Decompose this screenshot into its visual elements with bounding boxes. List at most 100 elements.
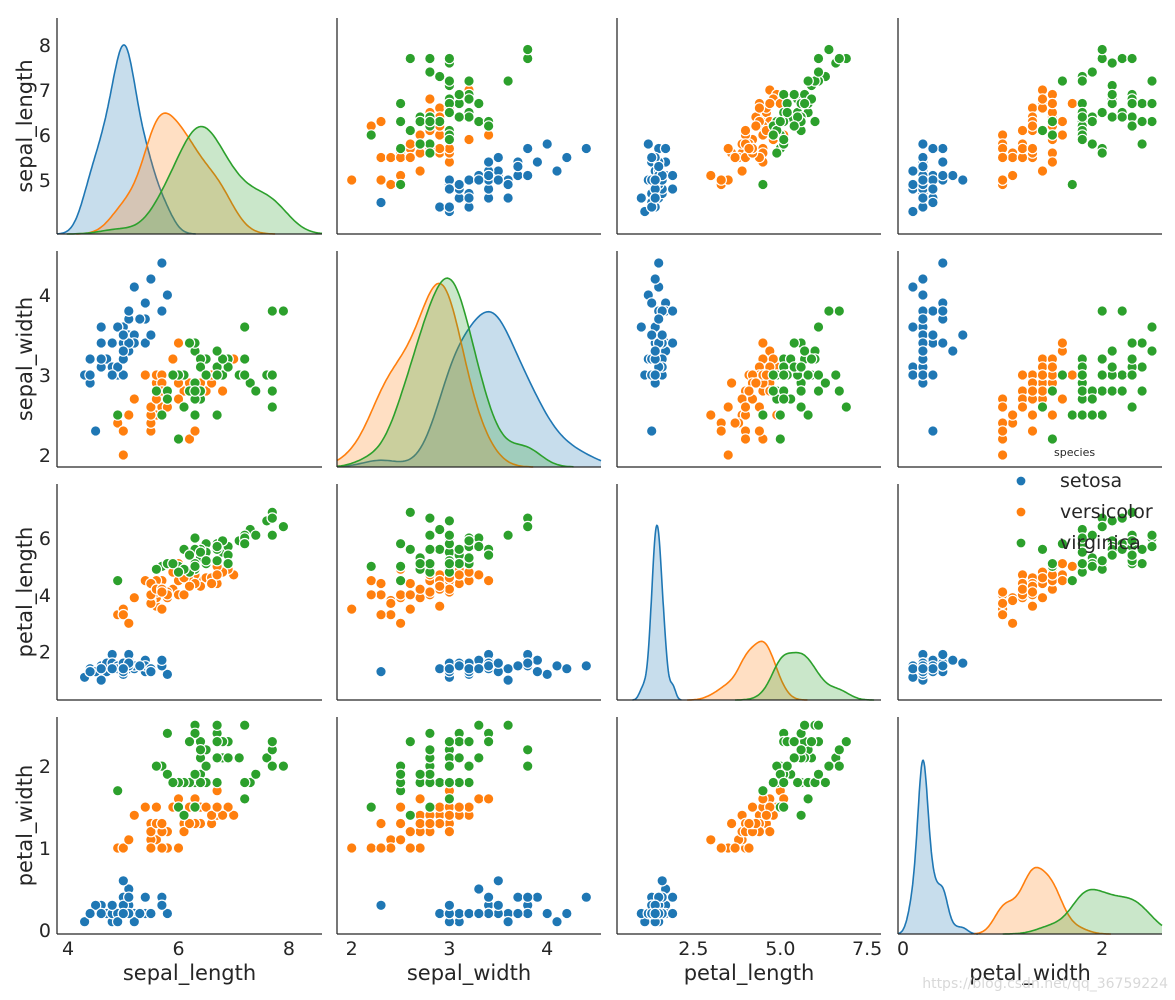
- kde-line-setosa: [57, 44, 196, 235]
- point-versicolor: [1036, 571, 1049, 584]
- point-virginica: [414, 138, 426, 150]
- panel-sepal_width-vs-petal_length: [616, 251, 881, 468]
- point-setosa: [433, 201, 446, 213]
- y-tick-label: 2: [39, 642, 51, 664]
- point-virginica: [443, 75, 456, 87]
- point-versicolor: [433, 817, 446, 830]
- point-virginica: [453, 776, 465, 789]
- point-virginica: [463, 760, 475, 772]
- point-virginica: [812, 768, 825, 781]
- point-virginica: [178, 401, 190, 413]
- point-virginica: [433, 543, 446, 556]
- point-virginica: [1116, 369, 1128, 381]
- point-virginica: [1086, 529, 1099, 541]
- point-virginica: [443, 515, 456, 527]
- point-virginica: [1096, 147, 1108, 159]
- point-virginica: [189, 532, 201, 544]
- point-setosa: [502, 178, 514, 191]
- point-virginica: [404, 735, 417, 748]
- y-tick-label: 4: [39, 285, 51, 307]
- point-setosa: [936, 169, 949, 182]
- point-setosa: [472, 907, 485, 920]
- point-virginica: [482, 549, 495, 561]
- point-setosa: [145, 665, 157, 678]
- point-virginica: [767, 385, 780, 397]
- point-virginica: [1126, 506, 1138, 519]
- kde-line-virginica: [1002, 888, 1163, 935]
- point-versicolor: [453, 801, 465, 813]
- point-virginica: [167, 776, 179, 789]
- point-setosa: [375, 665, 387, 678]
- point-virginica: [1106, 549, 1118, 561]
- x-tick-label: 4: [62, 938, 74, 960]
- point-virginica: [394, 574, 407, 587]
- point-setosa: [453, 660, 465, 672]
- panel-sepal_width-vs-petal_width: [897, 251, 1162, 468]
- point-versicolor: [1026, 385, 1039, 397]
- point-virginica: [1066, 409, 1079, 421]
- point-setosa: [375, 196, 387, 209]
- point-versicolor: [123, 617, 135, 630]
- kde-line-versicolor: [687, 640, 808, 701]
- point-virginica: [111, 409, 124, 421]
- point-versicolor: [1026, 600, 1039, 612]
- point-setosa: [642, 138, 655, 150]
- point-virginica: [453, 752, 465, 764]
- point-setosa: [652, 313, 665, 325]
- point-versicolor: [743, 142, 755, 155]
- point-virginica: [443, 133, 456, 146]
- kde-fill-setosa: [632, 525, 682, 700]
- point-virginica: [1096, 554, 1108, 567]
- point-virginica: [1146, 321, 1158, 333]
- point-setosa: [433, 907, 446, 920]
- panel-petal_length-vs-petal_width: [897, 484, 1162, 701]
- kde-fill-versicolor: [687, 641, 808, 700]
- point-setosa: [89, 425, 102, 437]
- point-setosa: [645, 151, 658, 164]
- point-virginica: [1096, 409, 1108, 421]
- point-setosa: [95, 337, 107, 349]
- point-setosa: [472, 662, 485, 675]
- point-virginica: [211, 719, 223, 731]
- point-virginica: [1036, 543, 1049, 556]
- point-setosa: [936, 257, 949, 269]
- point-virginica: [394, 115, 407, 128]
- point-virginica: [777, 393, 790, 405]
- point-setosa: [907, 369, 919, 381]
- point-virginica: [404, 52, 417, 65]
- point-virginica: [757, 409, 769, 421]
- point-virginica: [795, 385, 807, 397]
- point-virginica: [394, 560, 407, 573]
- point-virginica: [211, 776, 223, 789]
- point-setosa: [917, 160, 929, 173]
- point-virginica: [812, 66, 825, 78]
- point-versicolor: [743, 842, 755, 854]
- point-versicolor: [424, 817, 436, 830]
- point-setosa: [936, 337, 949, 349]
- point-virginica: [833, 52, 846, 65]
- point-setosa: [84, 907, 96, 920]
- point-virginica: [1086, 66, 1099, 78]
- point-virginica: [1136, 115, 1148, 128]
- point-virginica: [1056, 75, 1069, 87]
- point-virginica: [111, 574, 124, 587]
- point-virginica: [443, 529, 456, 541]
- x-tick-label: 0: [897, 938, 909, 960]
- point-versicolor: [1036, 369, 1049, 381]
- point-virginica: [453, 111, 465, 123]
- point-virginica: [424, 743, 436, 756]
- point-versicolor: [156, 603, 168, 615]
- point-versicolor: [414, 165, 426, 177]
- point-virginica: [1116, 52, 1128, 65]
- point-setosa: [95, 662, 107, 675]
- point-virginica: [453, 543, 465, 556]
- point-versicolor: [736, 165, 748, 177]
- point-virginica: [1096, 369, 1108, 381]
- x-tick-label: 5.0: [765, 938, 795, 960]
- point-versicolor: [384, 597, 397, 610]
- point-virginica: [798, 97, 811, 110]
- point-virginica: [266, 760, 279, 772]
- point-setosa: [106, 899, 118, 912]
- kde-fill-virginica: [66, 126, 322, 234]
